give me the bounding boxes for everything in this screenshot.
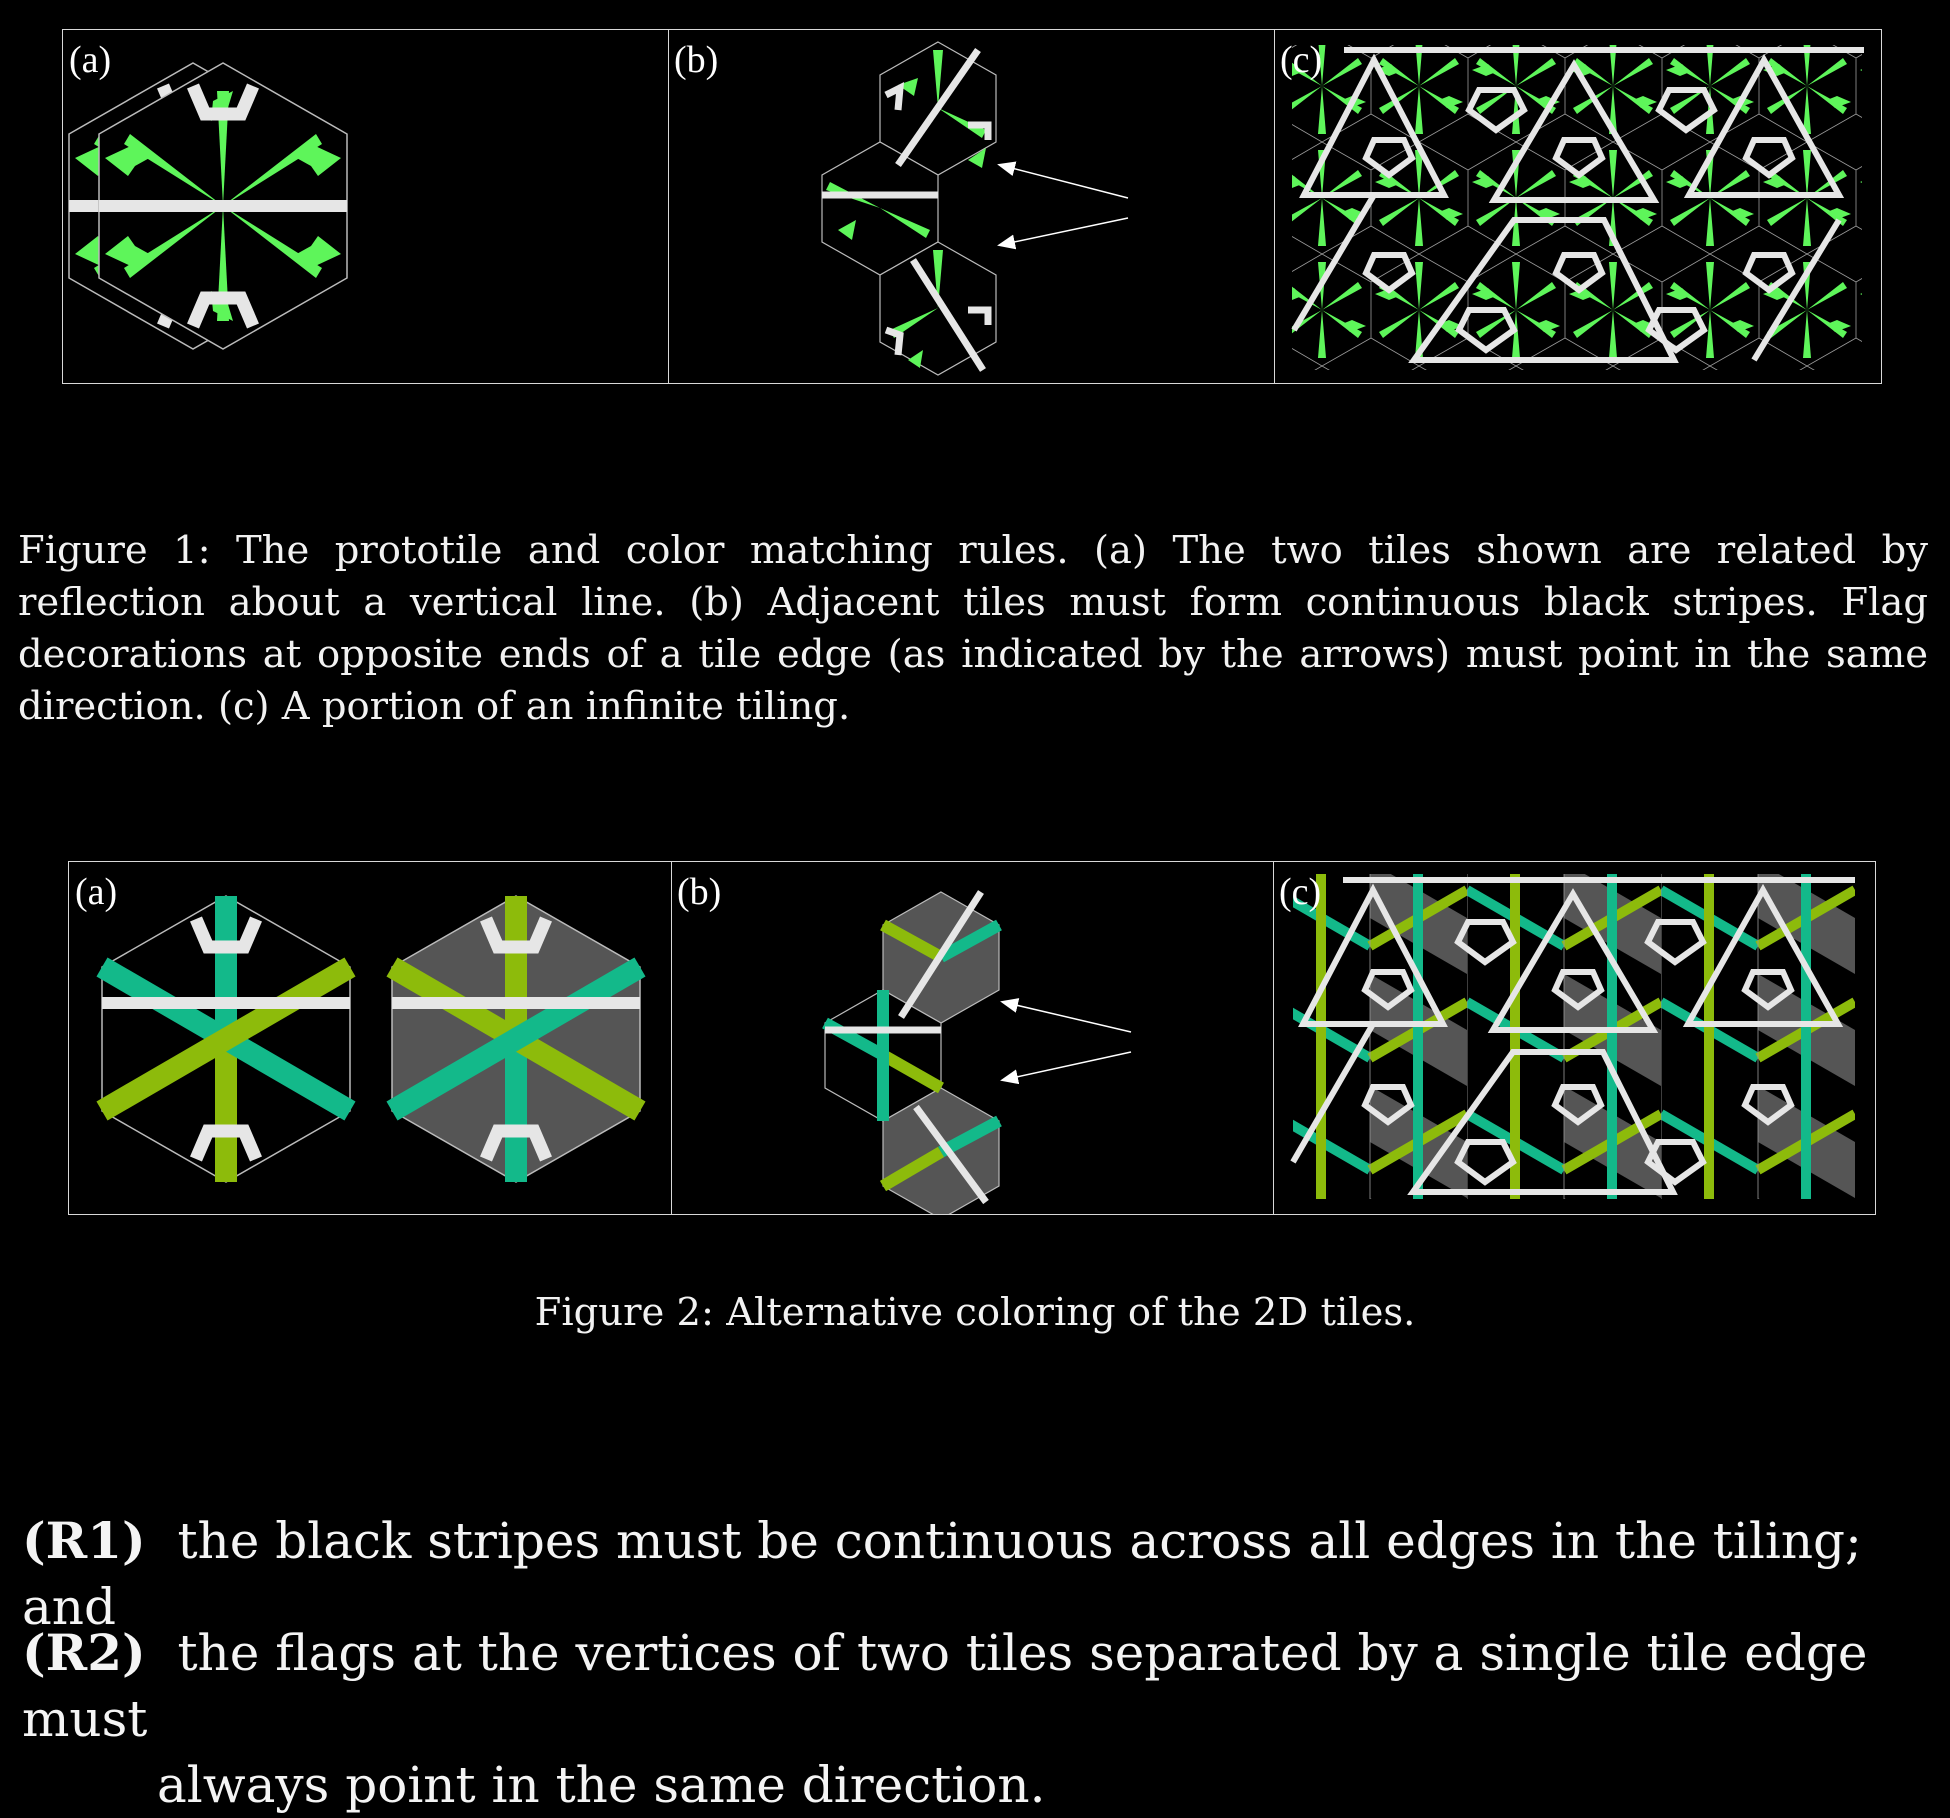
edge-matching-diagram [821,41,1129,376]
rule-text-continuation: always point in the same direction. [157,1756,1046,1814]
panel-label: (b) [674,39,719,81]
infinite-tiling-portion [1291,45,1864,370]
rule-text: the black stripes must be continuous acr… [22,1512,1862,1636]
rule-r1: (R1) the black stripes must be continuou… [22,1508,1927,1640]
figure-2-panel-a: (a) [69,862,672,1214]
alt-edge-matching-diagram [822,890,1132,1214]
rule-tag: (R2) [22,1623,146,1682]
alt-colored-tile-pair [96,895,646,1183]
figure-2: (a) [68,861,1876,1215]
rule-text: the flags at the vertices of two tiles s… [22,1624,1868,1748]
rule-tag: (R1) [22,1511,146,1570]
figure-1-caption: Figure 1: The prototile and color matchi… [18,528,1928,729]
alt-tile-gray [386,895,646,1183]
figure-1-panel-b: (b) [668,30,1275,383]
figure-2-caption: Figure 2: Alternative coloring of the 2D… [534,1290,1416,1335]
figure-1-panel-a: (a) [63,30,669,383]
prototile-pair [68,30,668,383]
figure-1: (a) [62,29,1882,384]
panel-label: (c) [1279,871,1322,913]
figure-2-panel-c: (c) [1273,862,1875,1214]
alt-tile [96,895,356,1183]
alt-infinite-tiling-portion [1290,874,1855,1199]
figure-1-panel-c: (c) [1274,30,1881,383]
panel-label: (a) [69,39,112,81]
panel-label: (b) [677,871,722,913]
panel-label: (a) [75,871,118,913]
rule-r2: (R2) the flags at the vertices of two ti… [22,1620,1927,1818]
panel-label: (c) [1280,39,1323,81]
figure-2-panel-b: (b) [671,862,1274,1214]
